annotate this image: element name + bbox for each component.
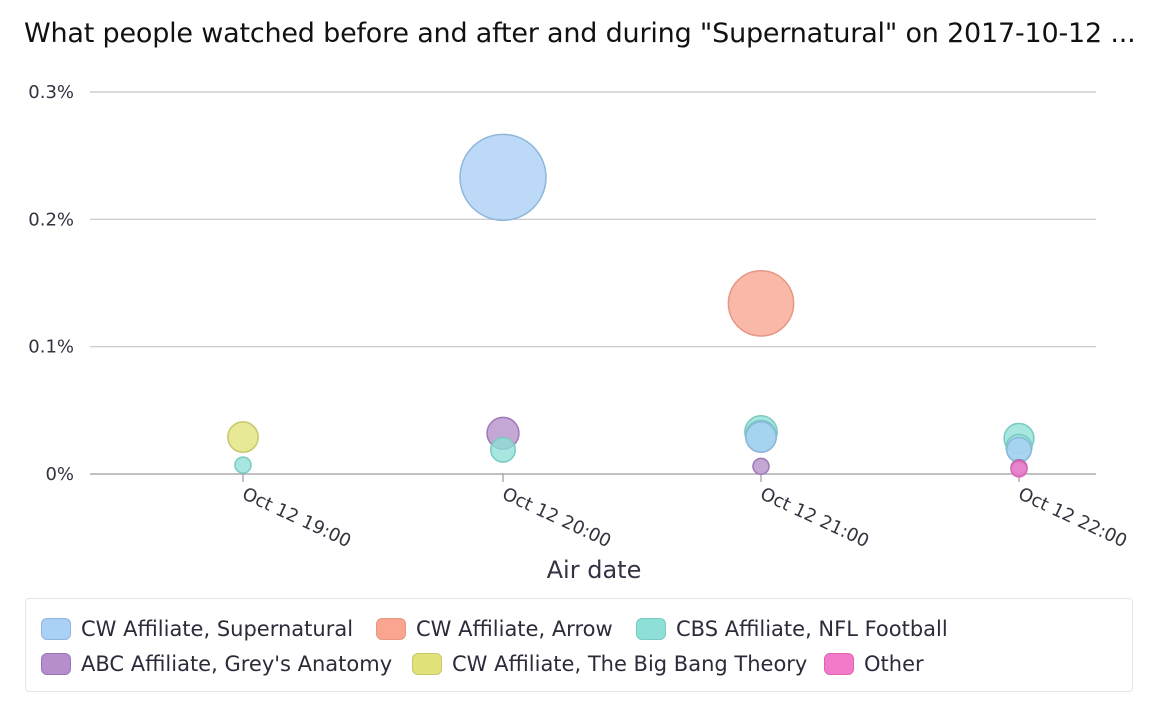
legend: CW Affiliate, Supernatural CW Affiliate, … (25, 598, 1133, 692)
chart-title: What people watched before and after and… (24, 18, 1136, 49)
legend-label: CBS Affiliate, NFL Football (676, 617, 948, 641)
legend-swatch (41, 653, 71, 675)
x-axis-ticks: Oct 12 19:00 Oct 12 20:00 Oct 12 21:00 Oct … (239, 474, 1130, 552)
bubble-cw-affiliate-the-big-bang-theory[interactable] (227, 421, 259, 453)
bubble-other[interactable] (1010, 460, 1028, 478)
bubble-cw-affiliate-arrow[interactable] (727, 270, 795, 337)
legend-swatch (376, 618, 406, 640)
bubble-cw-affiliate-supernatural[interactable] (745, 421, 777, 453)
bubble-cw-affiliate-supernatural[interactable] (459, 133, 547, 222)
legend-label: Other (864, 652, 924, 676)
y-tick-label: 0% (45, 464, 74, 485)
x-tick-label: Oct 12 19:00 (239, 483, 354, 552)
legend-swatch (41, 618, 71, 640)
bubble-cw-affiliate-supernatural[interactable] (1005, 436, 1033, 463)
legend-item[interactable]: CW Affiliate, The Big Bang Theory (412, 652, 807, 676)
x-tick-label: Oct 12 22:00 (1015, 483, 1130, 552)
x-tick-label: Oct 12 20:00 (499, 483, 614, 552)
legend-swatch (412, 653, 442, 675)
y-tick-label: 0.1% (28, 337, 74, 358)
legend-item[interactable]: Other (824, 652, 924, 676)
legend-item[interactable]: ABC Affiliate, Grey's Anatomy (41, 652, 392, 676)
legend-swatch (636, 618, 666, 640)
x-axis-title: Air date (547, 556, 642, 584)
legend-label: CW Affiliate, Supernatural (81, 617, 354, 641)
bubble-chart: 0%0.1%0.2%0.3% Oct 12 19:00 Oct 12 20:00 O… (28, 82, 1130, 584)
bubble-abc-affiliate-grey-s-anatomy[interactable] (752, 457, 770, 476)
bubbles (227, 133, 1035, 478)
legend-item[interactable]: CBS Affiliate, NFL Football (636, 617, 948, 641)
legend-swatch (824, 653, 854, 675)
legend-label: CW Affiliate, The Big Bang Theory (452, 652, 808, 676)
x-tick-label: Oct 12 21:00 (757, 483, 872, 552)
bubble-cbs-affiliate-nfl-football[interactable] (489, 436, 517, 463)
y-tick-label: 0.3% (28, 82, 74, 103)
legend-item[interactable]: CW Affiliate, Supernatural (41, 617, 353, 641)
grid-lines (90, 91, 1096, 475)
legend-item[interactable]: CW Affiliate, Arrow (376, 617, 613, 641)
legend-label: ABC Affiliate, Grey's Anatomy (81, 652, 393, 676)
y-tick-label: 0.2% (28, 209, 74, 230)
y-axis-ticks: 0% 0.1% 0.2% 0.3% (28, 82, 74, 485)
legend-label: CW Affiliate, Arrow (416, 617, 613, 641)
bubble-cbs-affiliate-nfl-football[interactable] (234, 456, 252, 474)
